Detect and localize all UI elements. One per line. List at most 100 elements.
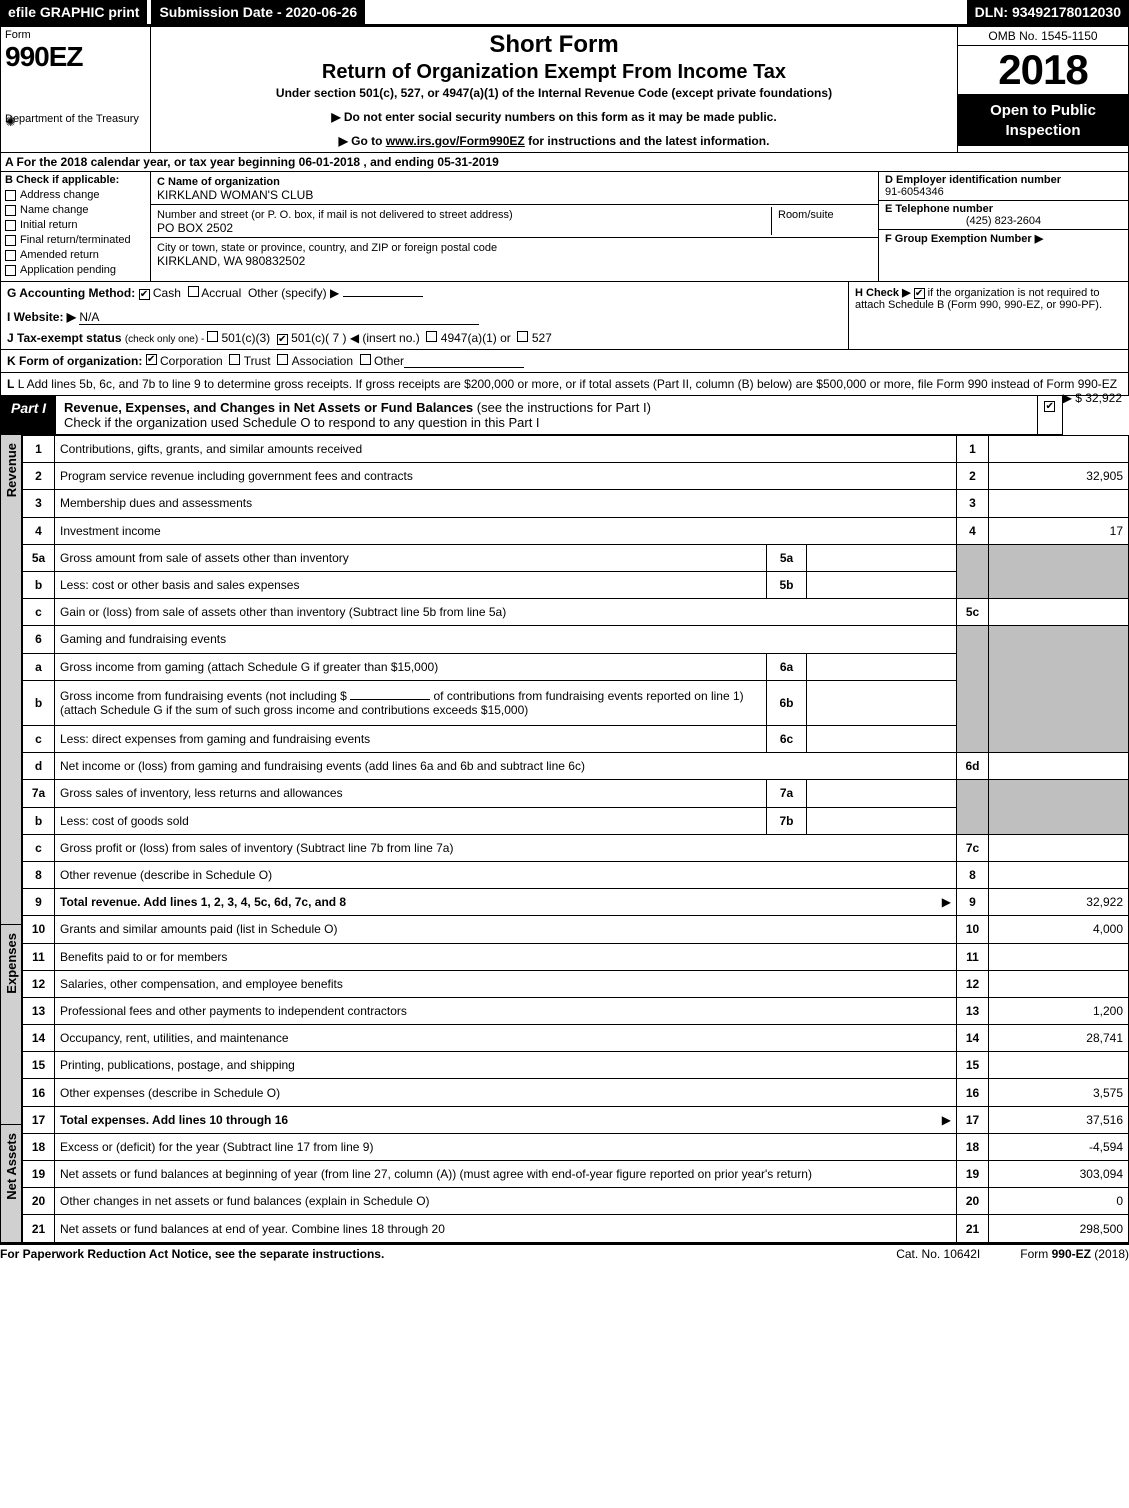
short-form-title: Short Form: [159, 31, 949, 59]
checkbox-icon[interactable]: [5, 235, 16, 246]
e-value: (425) 823-2604: [885, 215, 1122, 227]
l-amount: ▶ $ 32,922: [1063, 391, 1122, 405]
chk-501c3[interactable]: [207, 331, 218, 342]
line-6b-input[interactable]: [350, 699, 430, 700]
checkbox-icon[interactable]: [5, 250, 16, 261]
line-18: 18Excess or (deficit) for the year (Subt…: [23, 1133, 1129, 1160]
street-value: PO BOX 2502: [157, 221, 233, 235]
chk-label: Application pending: [20, 264, 116, 276]
open-to-public-box: Open to Public Inspection: [958, 95, 1128, 146]
line-5c: cGain or (loss) from sale of assets othe…: [23, 599, 1129, 626]
footer-center: Cat. No. 10642I: [856, 1247, 1020, 1261]
row-k: K Form of organization: Corporation Trus…: [0, 350, 1129, 373]
line-7a: 7aGross sales of inventory, less returns…: [23, 780, 1129, 807]
chk-initial-return[interactable]: Initial return: [5, 219, 146, 231]
g-accrual: Accrual: [201, 286, 241, 300]
chk-h[interactable]: [914, 288, 925, 299]
chk-schedule-o[interactable]: [1044, 401, 1055, 412]
footer-right: Form 990-EZ (2018): [1020, 1247, 1129, 1261]
chk-corporation[interactable]: [146, 354, 157, 365]
street-label: Number and street (or P. O. box, if mail…: [157, 209, 513, 221]
department-label: Department of the Treasury: [5, 113, 146, 125]
line-15: 15Printing, publications, postage, and s…: [23, 1052, 1129, 1079]
j-501c3: 501(c)(3): [221, 331, 270, 345]
chk-527[interactable]: [517, 331, 528, 342]
sidelabel-netassets: Net Assets: [0, 1125, 22, 1243]
box-c-city: City or town, state or province, country…: [151, 238, 878, 270]
chk-4947[interactable]: [426, 331, 437, 342]
part-i-check-text: Check if the organization used Schedule …: [64, 415, 540, 430]
omb-number: OMB No. 1545-1150: [958, 27, 1128, 46]
room-label: Room/suite: [778, 209, 834, 221]
part-i-body: Revenue Expenses Net Assets 1Contributio…: [0, 435, 1129, 1243]
chk-label: Amended return: [20, 249, 99, 261]
line-1: 1Contributions, gifts, grants, and simil…: [23, 436, 1129, 463]
box-c: C Name of organization KIRKLAND WOMAN'S …: [151, 172, 878, 281]
k-label: K Form of organization:: [7, 354, 142, 368]
line-10: 10Grants and similar amounts paid (list …: [23, 916, 1129, 943]
row-h: H Check ▶ if the organization is not req…: [848, 282, 1128, 349]
line-6d: dNet income or (loss) from gaming and fu…: [23, 753, 1129, 780]
footer-left: For Paperwork Reduction Act Notice, see …: [0, 1247, 856, 1261]
sidelabel-expenses: Expenses: [0, 925, 22, 1125]
chk-association[interactable]: [277, 354, 288, 365]
line-20: 20Other changes in net assets or fund ba…: [23, 1188, 1129, 1215]
section-bcdef: B Check if applicable: Address change Na…: [0, 172, 1129, 282]
goto-suffix: for instructions and the latest informat…: [525, 134, 770, 148]
line-16: 16Other expenses (describe in Schedule O…: [23, 1079, 1129, 1106]
checkbox-icon[interactable]: [5, 190, 16, 201]
line-11: 11Benefits paid to or for members11: [23, 943, 1129, 970]
goto-prefix: ▶ Go to: [339, 134, 386, 148]
k-corp: Corporation: [160, 354, 223, 368]
checkbox-icon[interactable]: [5, 220, 16, 231]
city-label: City or town, state or province, country…: [157, 242, 497, 254]
line-17: 17Total expenses. Add lines 10 through 1…: [23, 1106, 1129, 1133]
header-right: OMB No. 1545-1150 2018 Open to Public In…: [958, 27, 1128, 152]
chk-final-return[interactable]: Final return/terminated: [5, 234, 146, 246]
k-other-input[interactable]: [404, 354, 524, 368]
box-b: B Check if applicable: Address change Na…: [1, 172, 151, 281]
chk-amended-return[interactable]: Amended return: [5, 249, 146, 261]
checkbox-icon[interactable]: [5, 265, 16, 276]
part-i-table: 1Contributions, gifts, grants, and simil…: [22, 435, 1129, 1243]
g-other-input[interactable]: [343, 296, 423, 297]
chk-501c[interactable]: [277, 334, 288, 345]
top-bar: efile GRAPHIC print Submission Date - 20…: [0, 0, 1129, 24]
goto-link[interactable]: www.irs.gov/Form990EZ: [386, 134, 525, 148]
line-21: 21Net assets or fund balances at end of …: [23, 1215, 1129, 1243]
line-3: 3Membership dues and assessments3: [23, 490, 1129, 517]
page-footer: For Paperwork Reduction Act Notice, see …: [0, 1243, 1129, 1261]
line-14: 14Occupancy, rent, utilities, and mainte…: [23, 1025, 1129, 1052]
chk-name-change[interactable]: Name change: [5, 204, 146, 216]
form-number: 990EZ: [5, 41, 146, 73]
header-center: Short Form Return of Organization Exempt…: [151, 27, 958, 152]
checkbox-icon[interactable]: [5, 205, 16, 216]
g-other: Other (specify) ▶: [248, 286, 339, 300]
chk-accrual[interactable]: [188, 286, 199, 297]
form-header: Form 990EZ ✺ Department of the Treasury …: [0, 24, 1129, 153]
part-i-title-strong: Revenue, Expenses, and Changes in Net As…: [64, 400, 473, 415]
chk-label: Final return/terminated: [20, 234, 131, 246]
chk-application-pending[interactable]: Application pending: [5, 264, 146, 276]
chk-cash[interactable]: [139, 289, 150, 300]
line-2: 2Program service revenue including gover…: [23, 463, 1129, 490]
city-value: KIRKLAND, WA 980832502: [157, 254, 305, 268]
chk-trust[interactable]: [229, 354, 240, 365]
sidelabel-revenue: Revenue: [0, 435, 22, 925]
c-name-value: KIRKLAND WOMAN'S CLUB: [157, 188, 313, 202]
g-label: G Accounting Method:: [7, 286, 135, 300]
line-7c: cGross profit or (loss) from sales of in…: [23, 834, 1129, 861]
i-website-value: N/A: [79, 310, 479, 325]
part-i-num: Part I: [1, 396, 56, 434]
efile-label[interactable]: efile GRAPHIC print: [0, 0, 147, 24]
h-label: H Check ▶: [855, 287, 911, 299]
row-a-tax-year: A For the 2018 calendar year, or tax yea…: [0, 153, 1129, 172]
row-g-h: G Accounting Method: Cash Accrual Other …: [0, 282, 1129, 350]
row-l: L L Add lines 5b, 6c, and 7b to line 9 t…: [0, 373, 1129, 396]
chk-other[interactable]: [360, 354, 371, 365]
chk-address-change[interactable]: Address change: [5, 189, 146, 201]
irs-eagle-icon: ✺: [5, 114, 16, 130]
box-c-name: C Name of organization KIRKLAND WOMAN'S …: [151, 172, 878, 205]
i-label: I Website: ▶: [7, 310, 76, 324]
part-i-title: Revenue, Expenses, and Changes in Net As…: [56, 396, 1037, 434]
